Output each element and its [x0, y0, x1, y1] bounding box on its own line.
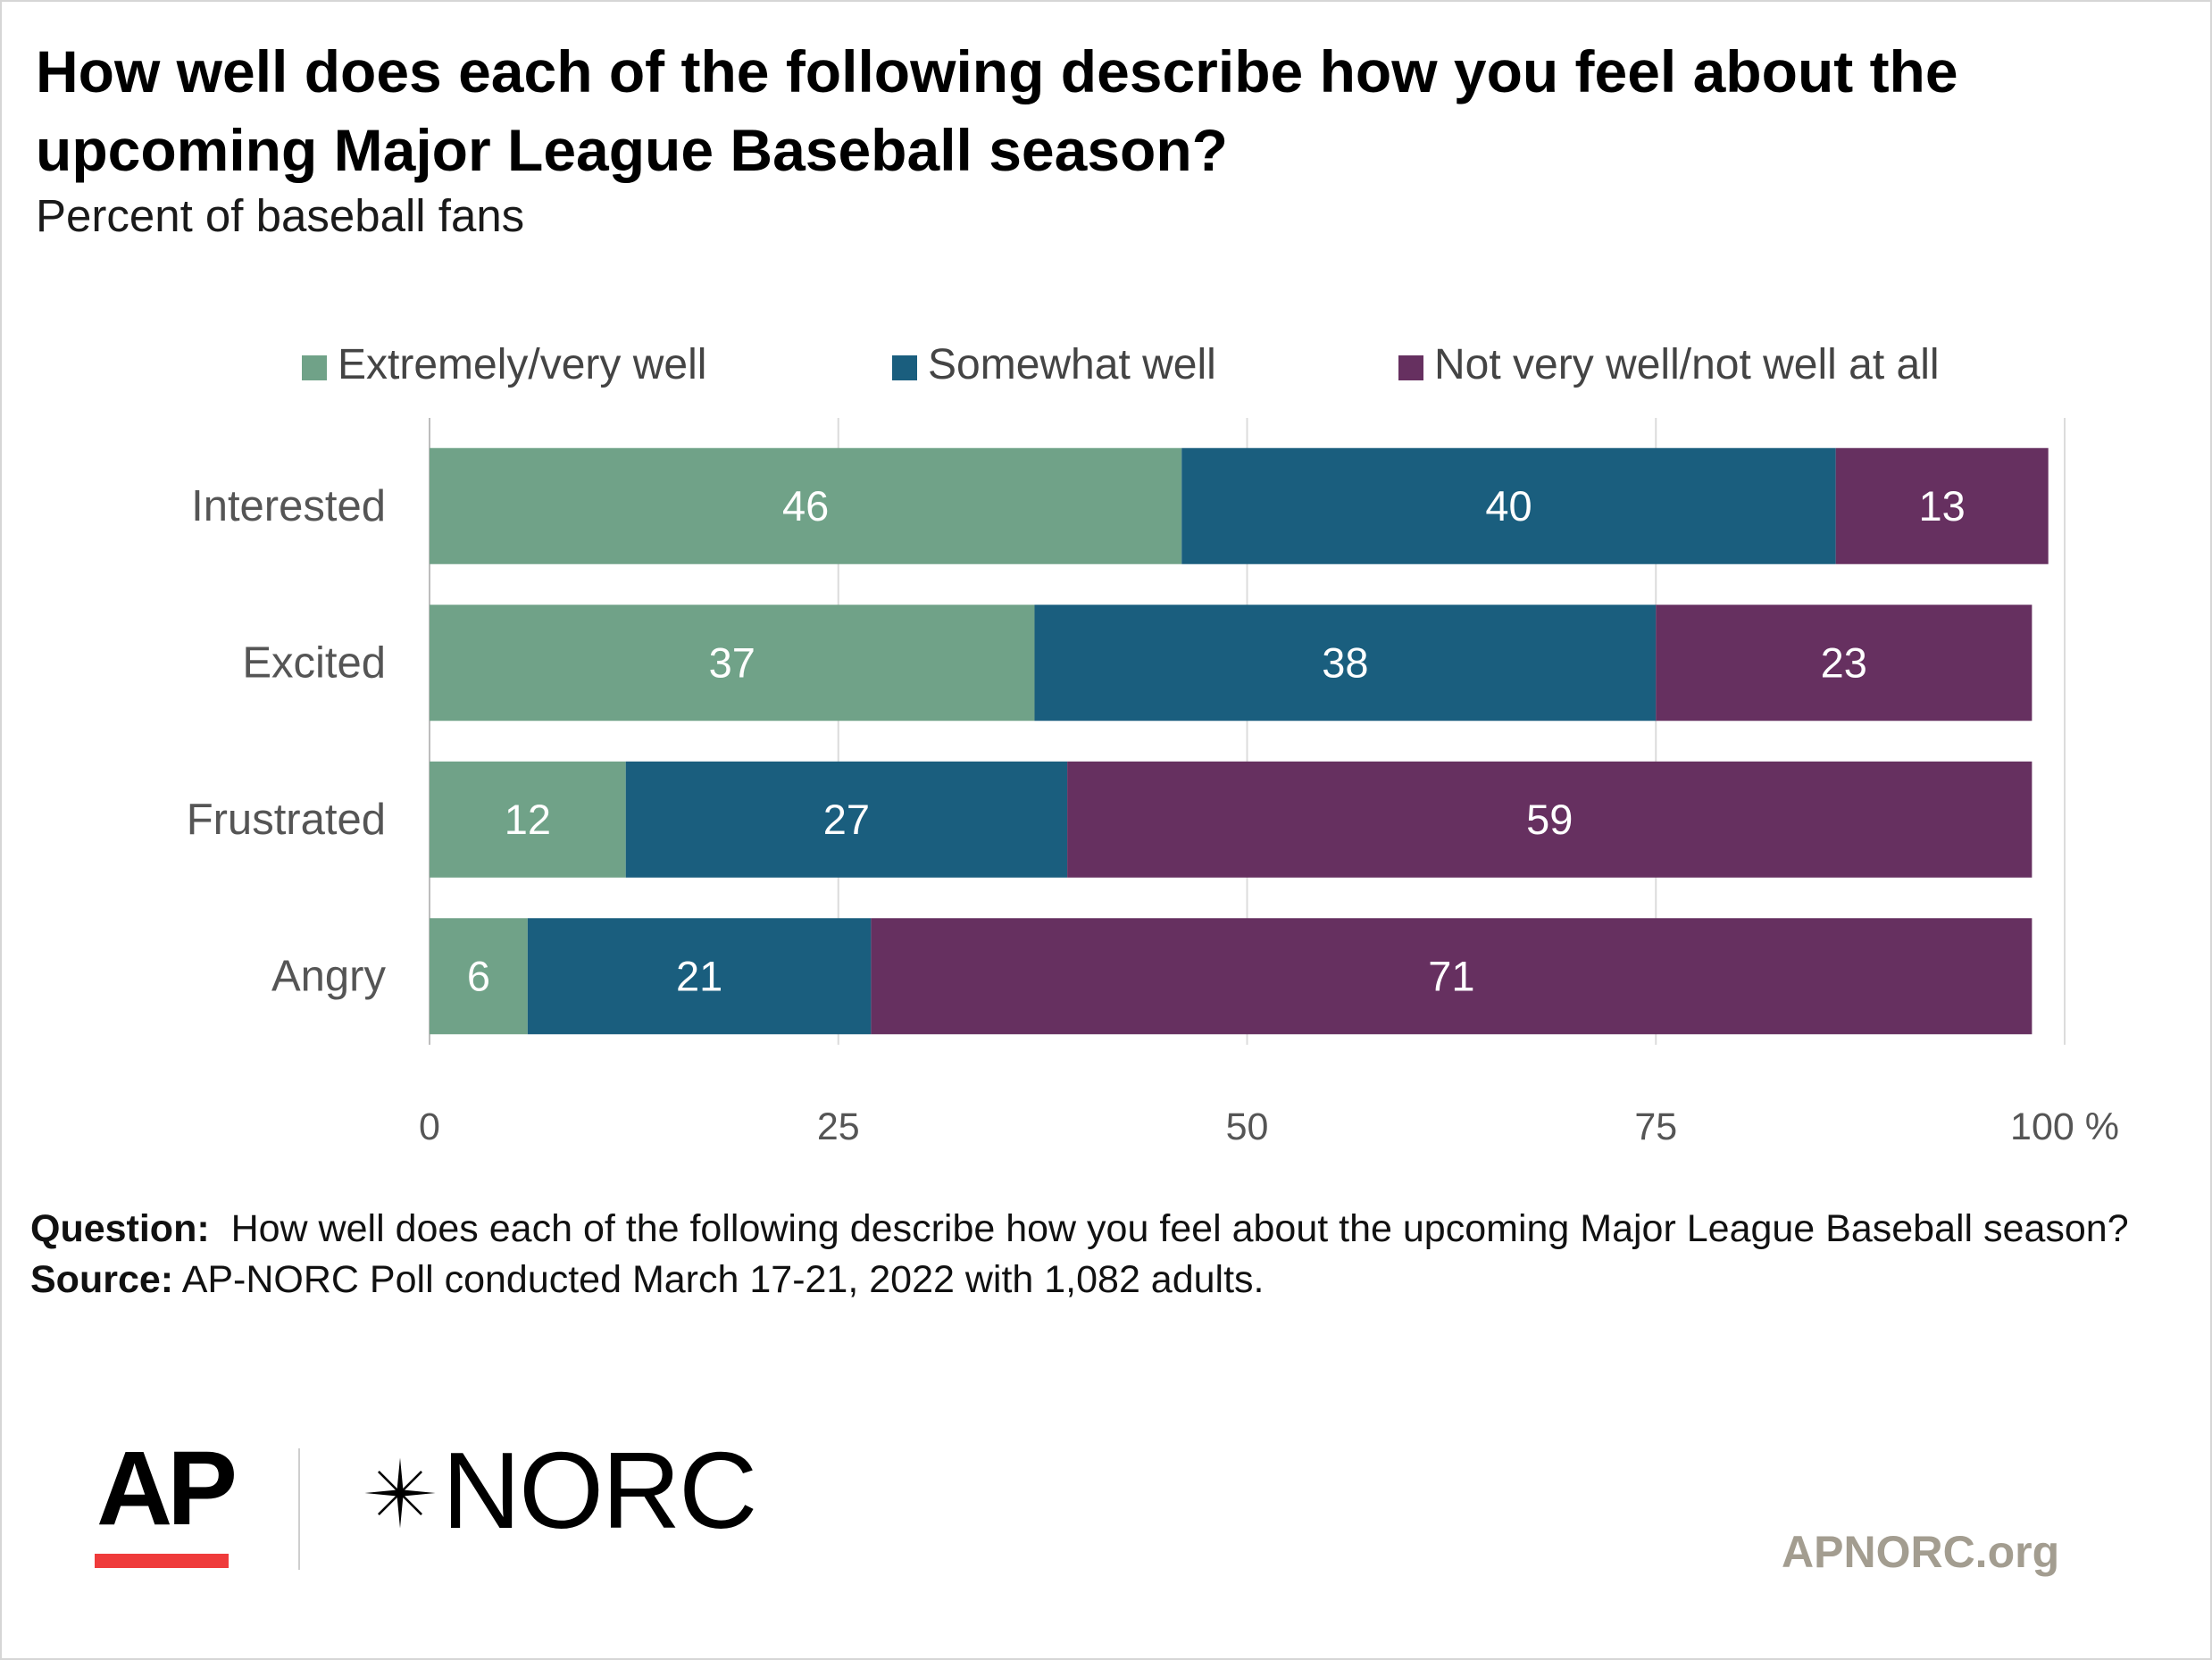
data-label: 21	[676, 952, 722, 999]
legend-swatch	[892, 355, 917, 380]
data-label: 40	[1485, 482, 1532, 530]
legend-swatch	[302, 355, 327, 380]
ap-logo: AP	[96, 1430, 238, 1547]
bar-segment	[430, 761, 626, 878]
legend-label: Not very well/not well at all	[1434, 341, 1940, 388]
question-line: Question: How well does each of the foll…	[30, 1204, 2183, 1255]
source-label: Source:	[30, 1258, 174, 1301]
site-url: APNORC.org	[1782, 1527, 2060, 1577]
data-label: 59	[1526, 796, 1573, 843]
data-label: 12	[505, 796, 551, 843]
bar-segment	[430, 447, 1182, 564]
data-label: 13	[1919, 482, 1966, 530]
legend-label: Somewhat well	[928, 341, 1216, 388]
data-label: 27	[823, 796, 870, 843]
legend-swatch	[1398, 355, 1423, 380]
x-tick-label: 50	[1226, 1105, 1269, 1148]
category-label: Frustrated	[187, 796, 386, 844]
bar-segment	[1181, 447, 1836, 564]
bar-segment	[430, 918, 528, 1035]
category-label: Excited	[242, 638, 386, 687]
data-label: 6	[467, 952, 490, 999]
question-label: Question:	[30, 1207, 210, 1250]
data-label: 38	[1322, 638, 1368, 686]
source-text: AP-NORC Poll conducted March 17-21, 2022…	[181, 1258, 1265, 1301]
source-line: Source: AP-NORC Poll conducted March 17-…	[30, 1255, 2183, 1305]
data-label: 37	[709, 638, 755, 686]
data-label: 23	[1821, 638, 1867, 686]
legend-label: Extremely/very well	[338, 341, 706, 388]
bar-segment	[1034, 605, 1657, 722]
norc-star-icon	[364, 1457, 436, 1529]
x-tick-label: 0	[419, 1105, 440, 1148]
bar-segment	[871, 918, 2033, 1035]
norc-wordmark: NORC	[442, 1430, 757, 1551]
question-text: How well does each of the following desc…	[230, 1207, 2129, 1250]
bar-segment	[625, 761, 1068, 878]
category-label: Interested	[191, 482, 386, 530]
chart-subtitle: Percent of baseball fans	[36, 190, 525, 241]
bar-segment	[1835, 447, 2049, 564]
data-label: 46	[782, 482, 829, 530]
ap-logo-underline	[95, 1554, 229, 1568]
bar-segment	[1067, 761, 2033, 878]
bar-segment	[527, 918, 872, 1035]
data-label: 71	[1428, 952, 1474, 999]
x-tick-label: 75	[1634, 1105, 1677, 1148]
footnote: Question: How well does each of the foll…	[30, 1204, 2183, 1305]
chart-title: How well does each of the following desc…	[36, 38, 1958, 183]
logo-divider	[298, 1448, 300, 1570]
norc-logo: NORC	[362, 1430, 757, 1551]
bar-segment	[430, 605, 1035, 722]
category-label: Angry	[271, 952, 387, 1000]
stacked-bar-chart: 0 25 50 75 100 % Extremely/very well Somewhat …	[187, 341, 2119, 1148]
x-tick-label: 100 %	[2010, 1105, 2119, 1148]
x-tick-label: 25	[817, 1105, 860, 1148]
bar-segment	[1656, 605, 2033, 722]
